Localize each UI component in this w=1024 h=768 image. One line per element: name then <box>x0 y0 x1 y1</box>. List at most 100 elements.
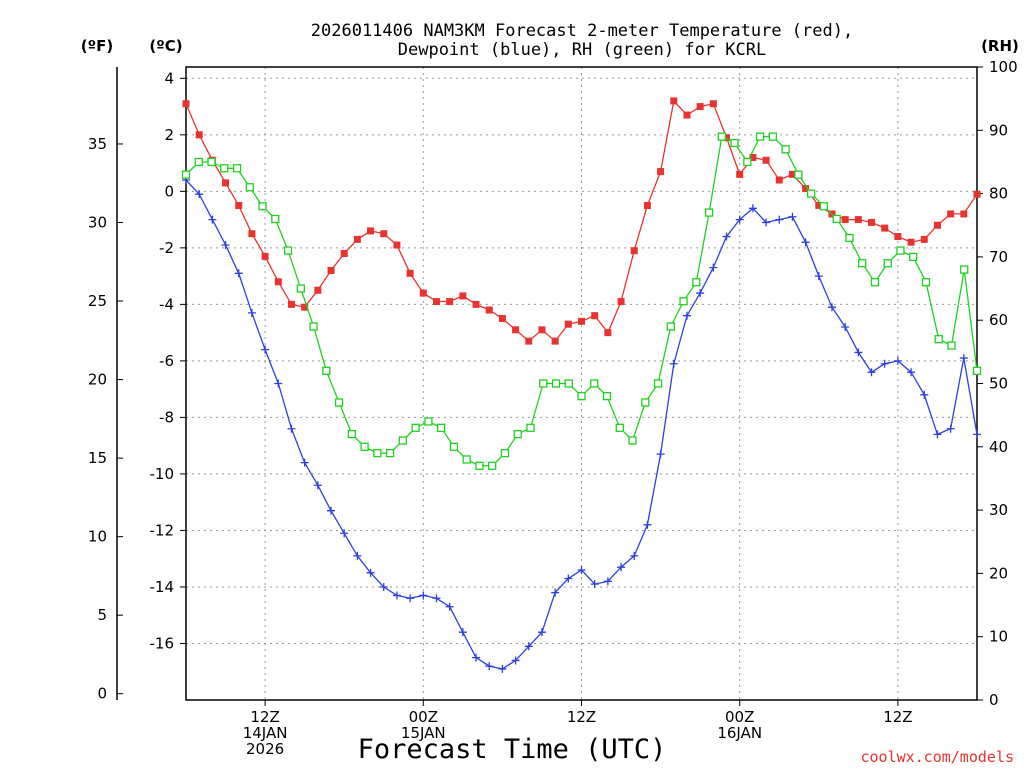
plot-frame <box>185 66 978 701</box>
celsius-tick-label: -12 <box>150 521 175 539</box>
dewpoint-point <box>735 215 744 224</box>
dewpoint-point <box>300 458 309 467</box>
temperature-point <box>512 326 520 334</box>
rh-point <box>972 366 982 375</box>
rh-point <box>424 417 433 426</box>
temperature-point <box>406 269 414 277</box>
rh-point <box>628 436 637 445</box>
temperature-point <box>459 292 467 300</box>
celsius-tick-label: -16 <box>150 634 175 652</box>
temperature-point <box>960 210 968 218</box>
rh-point <box>258 202 267 211</box>
temperature-point <box>670 97 678 105</box>
dewpoint-point <box>669 359 678 368</box>
dewpoint-point <box>933 430 942 439</box>
rh-point <box>921 278 931 287</box>
temperature-point <box>222 179 230 187</box>
temperature-point <box>907 238 915 246</box>
celsius-tick-label: 4 <box>164 69 174 87</box>
rh-point <box>577 392 586 401</box>
temperature-point <box>933 221 941 229</box>
dewpoint-point <box>788 212 797 221</box>
dewpoint-point <box>762 218 771 227</box>
celsius-tick-label: -6 <box>159 352 174 370</box>
celsius-tick-label: -2 <box>159 239 174 257</box>
temperature-point <box>881 224 889 232</box>
celsius-unit-label: (ºC) <box>149 37 182 55</box>
rh-point <box>488 461 497 470</box>
rh-point <box>960 265 969 274</box>
dewpoint-point <box>340 529 349 538</box>
dewpoint-point <box>959 354 968 363</box>
temperature-point <box>367 227 375 235</box>
dewpoint-point <box>893 356 902 365</box>
grid-layer <box>186 67 977 700</box>
temperature-point <box>630 247 638 255</box>
temperature-point <box>327 266 335 274</box>
temperature-point <box>472 300 480 308</box>
temperature-point <box>525 337 533 345</box>
rh-point <box>347 429 357 439</box>
celsius-tick-label: -4 <box>159 295 174 313</box>
dewpoint-point <box>617 563 626 572</box>
temperature-point <box>775 176 783 184</box>
dewpoint-point <box>827 303 836 312</box>
dewpoint-point <box>656 450 665 459</box>
rh-point <box>743 157 752 167</box>
rh-tick-label: 80 <box>989 185 1008 203</box>
rh-point <box>909 252 918 262</box>
temperature-point <box>657 168 665 176</box>
temperature-point <box>683 111 691 119</box>
dewpoint-point <box>577 566 586 575</box>
temperature-point <box>762 156 770 164</box>
x-tick-label: 16JAN <box>717 724 762 742</box>
temperature-point <box>261 252 269 260</box>
rh-point <box>526 423 535 432</box>
temperature-point <box>696 103 704 111</box>
rh-point <box>207 157 216 167</box>
fahrenheit-tick-label: 10 <box>88 528 107 546</box>
rh-point <box>181 170 191 179</box>
dewpoint-point <box>432 594 441 603</box>
x-axis-label: Forecast Time (UTC) <box>358 734 667 765</box>
temperature-point <box>854 216 862 224</box>
dewpoint-point <box>841 322 850 331</box>
dewpoint-point <box>485 662 494 671</box>
rh-point <box>730 138 739 148</box>
temperature-point <box>815 201 823 209</box>
rh-point <box>373 448 382 458</box>
dewpoint-point <box>353 551 362 560</box>
dewpoint-point <box>327 506 336 515</box>
chart-title-line-2: Dewpoint (blue), RH (green) for KCRL <box>398 40 766 60</box>
dewpoint-point <box>511 656 520 665</box>
dewpoint-point <box>696 289 705 298</box>
rh-point <box>220 164 229 173</box>
rh-point <box>296 284 305 293</box>
dewpoint-point <box>630 551 639 560</box>
x-tick-label: 15JAN <box>401 724 446 742</box>
dewpoint-point <box>920 390 929 399</box>
x-tick-label: 12Z <box>567 708 596 726</box>
rh-point <box>437 423 446 432</box>
rh-point <box>564 379 573 388</box>
temperature-point <box>947 210 955 218</box>
dewpoint-point <box>392 591 401 600</box>
rh-point <box>679 297 688 306</box>
dewpoint-point <box>748 204 757 213</box>
temperature-point <box>551 337 559 345</box>
temperature-point <box>920 235 928 243</box>
dewpoint-point <box>498 664 507 673</box>
rh-point <box>551 379 561 388</box>
dewpoint-point <box>682 311 691 320</box>
rh-point <box>819 202 829 211</box>
rh-point <box>513 429 522 439</box>
temperature-point <box>538 326 546 334</box>
rh-point <box>602 392 612 401</box>
x-tick-label: 00Z <box>725 708 754 726</box>
temperature-point <box>868 218 876 226</box>
dewpoint-point <box>946 424 955 433</box>
series-layer <box>181 97 982 673</box>
dewpoint-point <box>564 574 573 583</box>
